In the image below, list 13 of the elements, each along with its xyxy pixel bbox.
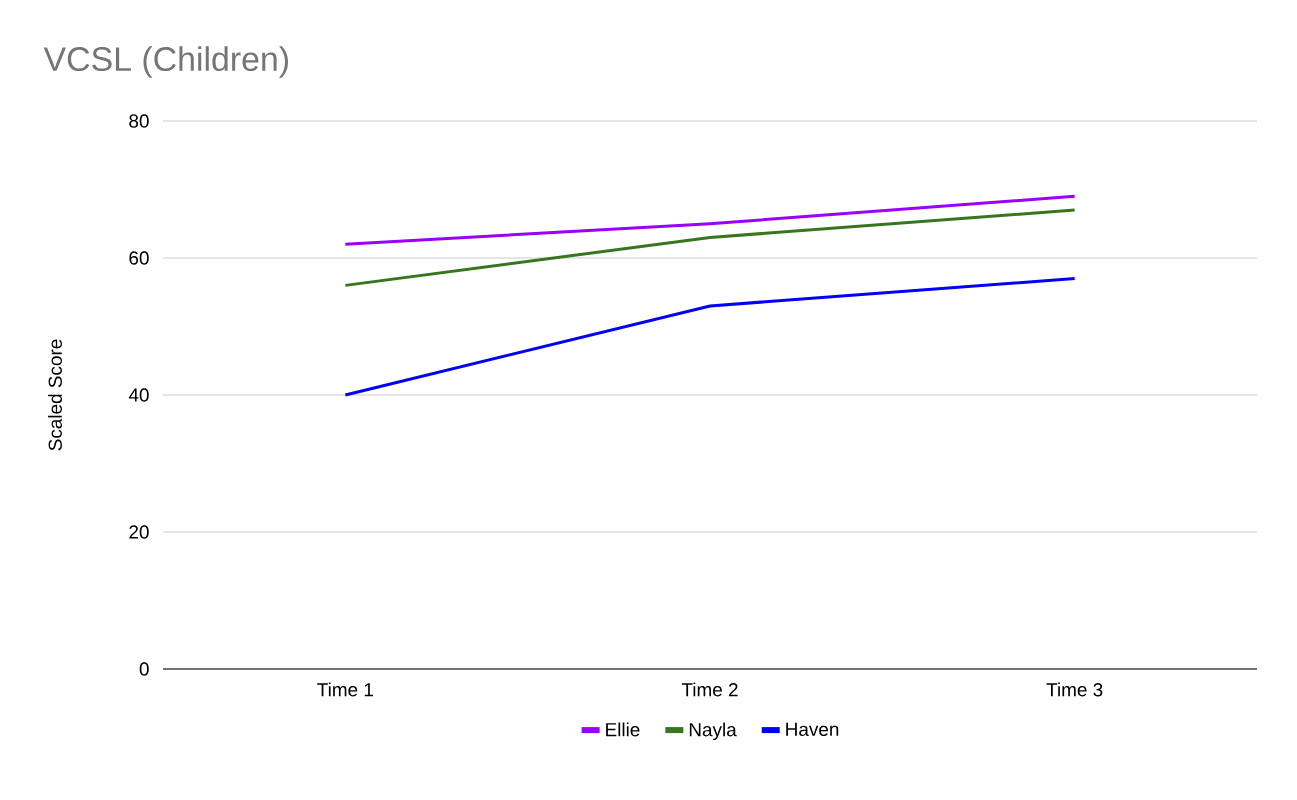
y-tick-label: 40: [128, 388, 149, 402]
x-tick-label: Time 2: [681, 682, 738, 697]
legend-label: Haven: [786, 722, 839, 737]
legend-label: Nayla: [689, 722, 737, 741]
y-tick-label: 60: [129, 251, 149, 265]
y-tick-label: 0: [139, 662, 149, 676]
x-tick-label: Time 1: [317, 682, 373, 697]
y-axis-title: Scaled Score: [48, 339, 62, 451]
x-tick-label: Time 3: [1046, 682, 1103, 697]
y-tick-label: 20: [129, 525, 149, 539]
y-tick-label: 80: [129, 114, 149, 128]
chart-title: VCSL (Children): [43, 46, 288, 78]
legend-label: Ellie: [606, 722, 640, 737]
